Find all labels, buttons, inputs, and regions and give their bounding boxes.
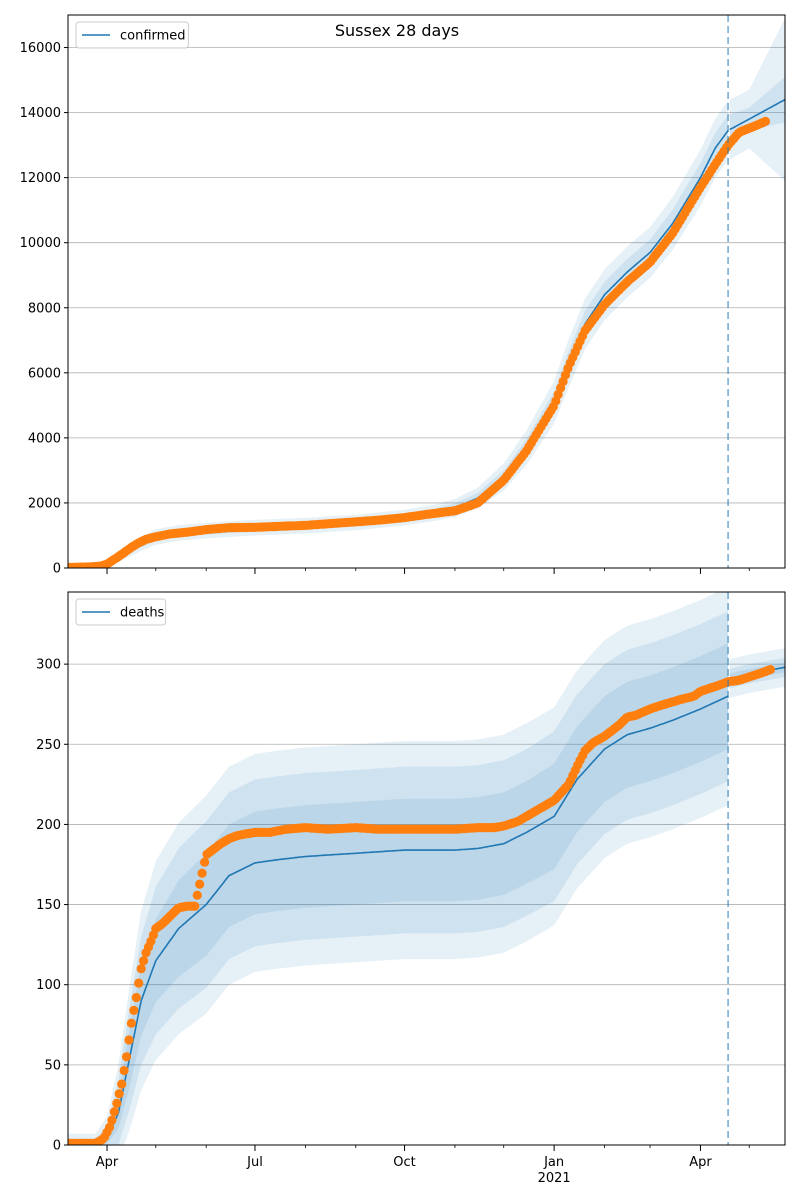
observed-point [114,1089,124,1099]
y-tick-label: 200 [36,818,61,833]
y-tick-label: 16000 [20,41,61,56]
y-tick-label: 4000 [28,431,61,446]
observed-point [107,1115,117,1125]
x-tick-label: Apr [96,1155,119,1170]
confirmed-panel: 0 2000 4000 6000 8000 10000 12000 14000 16000 con… [20,14,786,577]
observed-point [119,1065,129,1076]
legend-box [75,21,189,49]
x-tick-label: Oct [393,1155,415,1170]
x-tick-label: Jan [543,1155,564,1170]
axes-frame [67,14,786,569]
y-tick-label: 10000 [20,236,61,251]
y-tick-label: 50 [44,1058,61,1073]
plot-area [68,592,785,1145]
observed-point [139,956,149,966]
observed-point [109,1107,119,1117]
y-tick-label: 300 [36,658,61,673]
model-line [729,98,785,131]
observed-point [760,116,771,126]
observed-point [131,992,141,1003]
figure-title: Sussex 28 days [335,21,459,40]
x-tick-label: Apr [689,1155,712,1170]
y-tick-label: 2000 [28,496,61,511]
model-line [68,130,729,568]
uncertainty-band [68,611,729,1145]
uncertainty-band [729,18,785,181]
y-tick-label: 250 [36,738,61,753]
observed-point [121,1052,132,1062]
observed-point [117,1079,127,1089]
observed-point [200,857,210,867]
uncertainty-band [68,643,729,1145]
legend: deaths [75,598,167,626]
legend-label: confirmed [120,29,186,44]
y-tick-label: 14000 [20,106,61,121]
model-line [68,695,729,1145]
y-tick-label: 150 [36,898,61,913]
observed-point [129,1005,139,1016]
axes-frame [67,591,786,1146]
y-tick-label: 0 [53,1139,61,1154]
legend: confirmed [75,21,189,49]
y-tick-label: 100 [36,978,61,993]
uncertainty-band [68,592,729,1145]
x-tick-label: Jul [246,1155,263,1170]
y-tick-label: 0 [53,562,61,577]
plot-area [68,18,785,568]
observed-point [197,868,207,878]
observed-point [192,890,202,900]
y-tick-label: 8000 [28,301,61,316]
legend-box [75,598,167,626]
y-tick-label: 12000 [20,171,61,186]
observed-point [104,1122,115,1132]
observed-point [190,901,200,911]
legend-label: deaths [120,606,165,621]
observed-point [126,1018,136,1028]
observed-point [195,879,205,889]
uncertainty-band [68,114,729,568]
observed-point [112,1098,122,1108]
x-tick-sublabel: 2021 [538,1171,571,1186]
y-tick-label: 6000 [28,366,61,381]
observed-point [765,665,776,675]
uncertainty-band [68,100,729,568]
observed-point [134,978,144,988]
observed-point [124,1035,134,1045]
observed-point [136,964,146,974]
